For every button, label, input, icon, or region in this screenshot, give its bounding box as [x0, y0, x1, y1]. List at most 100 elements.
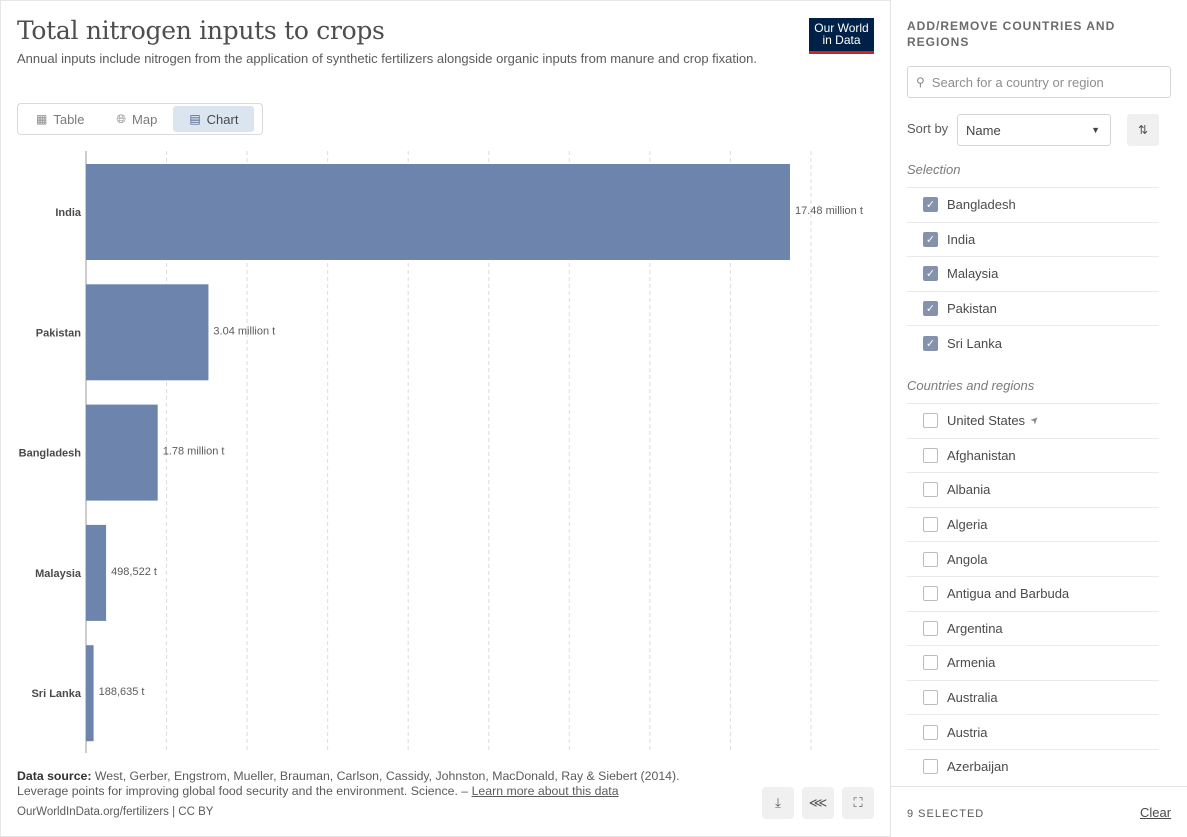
list-item[interactable]: United States ➤	[907, 403, 1159, 438]
checkbox-icon[interactable]	[923, 551, 938, 567]
checkbox-icon[interactable]	[923, 690, 938, 706]
logo-line-2: in Data	[822, 33, 861, 47]
checkbox-icon[interactable]	[923, 586, 938, 602]
selector-footer: 9 SELECTED Clear	[891, 786, 1187, 837]
list-item[interactable]: ✓ Bangladesh	[907, 187, 1159, 222]
tab-chart[interactable]: ▤ Chart	[173, 106, 255, 132]
checkbox-icon[interactable]	[923, 517, 938, 533]
bar-india	[86, 164, 790, 260]
checkbox-icon[interactable]	[923, 413, 938, 429]
fullscreen-button[interactable]: ⛶	[842, 787, 874, 819]
list-item[interactable]: Austria	[907, 714, 1159, 749]
checkbox-icon[interactable]	[923, 620, 938, 636]
selection-heading: Selection	[907, 162, 961, 177]
list-item-label: India	[947, 231, 976, 247]
download-button[interactable]: ⤓	[762, 787, 794, 819]
list-item-label: Bangladesh	[947, 197, 1016, 213]
category-label: Bangladesh	[19, 448, 82, 460]
globe-icon: 🌐︎	[116, 111, 127, 126]
bar-sri-lanka	[86, 645, 94, 742]
list-item-label: Malaysia	[947, 266, 999, 282]
tab-table[interactable]: ▦ Table	[20, 106, 100, 132]
list-item[interactable]: Antigua and Barbuda	[907, 575, 1159, 611]
value-label: 498,522 t	[111, 566, 157, 578]
checkbox-icon[interactable]	[923, 655, 938, 671]
countries-list: United States ➤ Afghanistan Albania Algeria A…	[907, 403, 1159, 784]
location-arrow-icon: ➤	[1028, 413, 1043, 428]
download-icon: ⤓	[775, 795, 781, 810]
share-button[interactable]: ⋘	[802, 787, 834, 819]
list-item-label: United States	[947, 413, 1026, 429]
list-item-label: Austria	[947, 724, 988, 740]
bar-bangladesh	[86, 404, 158, 501]
clear-button[interactable]: Clear	[1140, 805, 1172, 820]
list-item[interactable]: ✓ Pakistan	[907, 290, 1159, 326]
value-label: 1.78 million t	[163, 446, 225, 458]
category-label: Pakistan	[36, 327, 82, 339]
list-item[interactable]: ✓ Sri Lanka	[907, 325, 1159, 360]
list-item-label: Azerbaijan	[947, 759, 1009, 775]
owid-logo[interactable]: Our World in Data	[809, 18, 874, 54]
list-item-label: Armenia	[947, 655, 996, 671]
list-item[interactable]: Australia	[907, 679, 1159, 715]
selected-count: 9 SELECTED	[907, 808, 985, 820]
list-item-label: Algeria	[947, 517, 988, 533]
learn-more-link[interactable]: Learn more about this data	[471, 784, 619, 798]
search-box[interactable]: ⚲	[907, 66, 1171, 98]
list-item[interactable]: Algeria	[907, 506, 1159, 542]
sort-order-button[interactable]: ⇅	[1127, 114, 1159, 146]
list-item-label: Sri Lanka	[947, 335, 1002, 351]
chart-panel: Total nitrogen inputs to crops Annual in…	[17, 16, 874, 820]
list-item[interactable]: ✓ India	[907, 221, 1159, 257]
list-item-label: Afghanistan	[947, 447, 1016, 463]
tab-map[interactable]: 🌐︎ Map	[100, 106, 173, 132]
checkbox-checked-icon[interactable]: ✓	[923, 301, 938, 317]
category-label: Sri Lanka	[31, 688, 81, 700]
list-item[interactable]: Azerbaijan	[907, 748, 1159, 784]
checkbox-checked-icon[interactable]: ✓	[923, 231, 938, 247]
sort-select[interactable]: Name ▼	[957, 114, 1111, 146]
list-item-label: Australia	[947, 690, 998, 706]
selector-heading: ADD/REMOVE COUNTRIES AND REGIONS	[907, 19, 1116, 49]
list-item[interactable]: Armenia	[907, 645, 1159, 680]
list-item[interactable]: Albania	[907, 472, 1159, 507]
tab-chart-label: Chart	[206, 111, 239, 127]
list-item-label: Antigua and Barbuda	[947, 586, 1070, 602]
fullscreen-icon: ⛶	[853, 795, 863, 810]
source-text: West, Gerber, Engstrom, Mueller, Brauman…	[17, 769, 680, 798]
chart-footer: Data source: West, Gerber, Engstrom, Mue…	[17, 769, 717, 820]
checkbox-icon[interactable]	[923, 447, 938, 463]
list-item[interactable]: Afghanistan	[907, 437, 1159, 473]
search-icon: ⚲	[916, 75, 925, 89]
url-license[interactable]: OurWorldInData.org/fertilizers | CC BY	[17, 806, 214, 818]
countries-heading: Countries and regions	[907, 378, 1035, 393]
checkbox-checked-icon[interactable]: ✓	[923, 197, 938, 213]
checkbox-checked-icon[interactable]: ✓	[923, 335, 938, 351]
bar-chart-icon: ▤	[189, 112, 201, 126]
chart-title: Total nitrogen inputs to crops	[17, 16, 385, 45]
checkbox-checked-icon[interactable]: ✓	[923, 266, 938, 282]
chart-subtitle: Annual inputs include nitrogen from the …	[17, 51, 757, 66]
checkbox-icon[interactable]	[923, 759, 938, 775]
list-item-label: Pakistan	[947, 301, 997, 317]
share-icon: ⋘	[808, 795, 828, 810]
checkbox-icon[interactable]	[923, 724, 938, 740]
bar-pakistan	[86, 284, 209, 381]
bar-malaysia	[86, 524, 107, 621]
list-item-label: Argentina	[947, 620, 1003, 636]
sort-order-icon: ⇅	[1137, 123, 1149, 137]
list-item[interactable]: Argentina	[907, 610, 1159, 646]
table-icon: ▦	[36, 112, 48, 126]
list-item-label: Angola	[947, 551, 988, 567]
selected-list: ✓ Bangladesh ✓ India ✓ Malaysia ✓ Pakistan ✓ Sri …	[907, 187, 1159, 360]
search-input[interactable]	[931, 74, 1162, 90]
list-item[interactable]: ✓ Malaysia	[907, 256, 1159, 291]
source-label: Data source:	[17, 769, 92, 783]
list-item[interactable]: Angola	[907, 541, 1159, 576]
tab-table-label: Table	[53, 111, 85, 127]
value-label: 188,635 t	[99, 686, 145, 698]
checkbox-icon[interactable]	[923, 482, 938, 498]
category-label: Malaysia	[35, 568, 82, 580]
sort-label: Sort by	[907, 121, 949, 136]
tab-map-label: Map	[132, 111, 158, 127]
